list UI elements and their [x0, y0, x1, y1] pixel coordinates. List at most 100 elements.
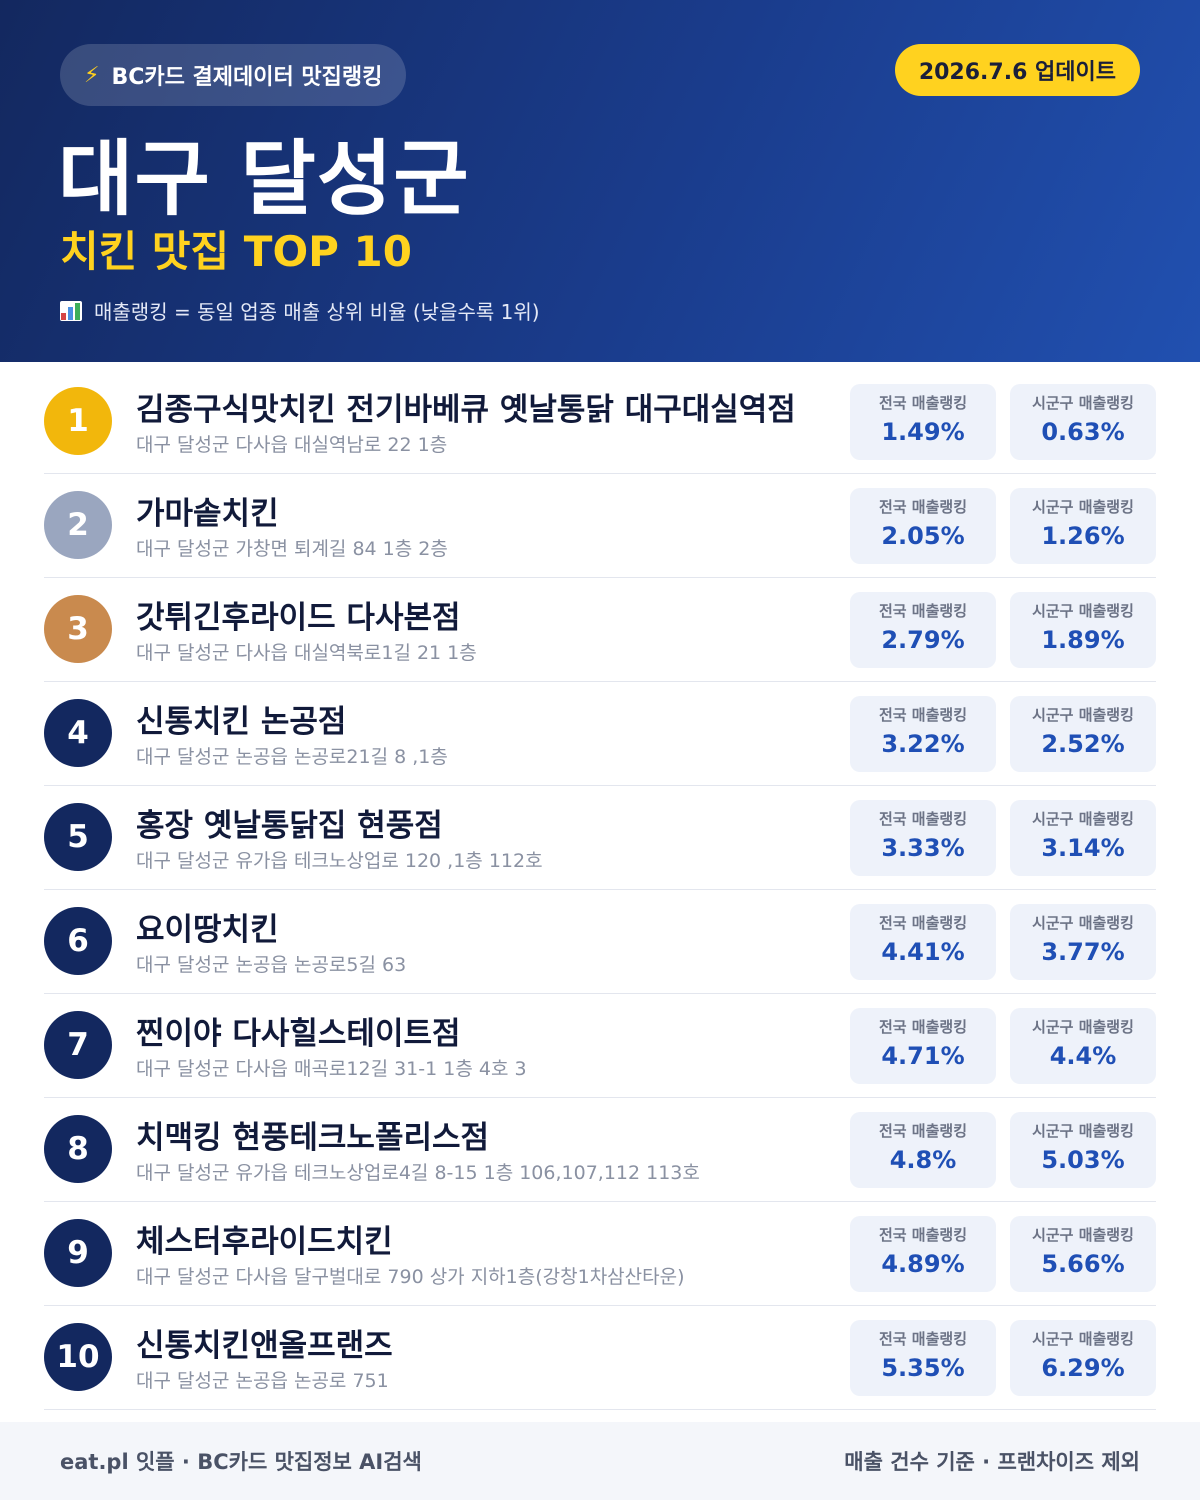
rank-badge: 1	[44, 387, 112, 455]
source-label: BC카드 결제데이터 맛집랭킹	[111, 65, 383, 90]
national-rank-label: 전국 매출랭킹	[878, 810, 968, 828]
restaurant-name[interactable]: 찐이야 다사힐스테이트점	[136, 1016, 461, 1052]
national-rank-card: 전국 매출랭킹 4.71%	[850, 1008, 996, 1084]
rank-badge: 6	[44, 907, 112, 975]
local-rank-value: 1.26%	[1041, 522, 1125, 550]
rank-badge: 9	[44, 1219, 112, 1287]
update-badge: 2026.7.6 업데이트	[894, 44, 1140, 96]
national-rank-label: 전국 매출랭킹	[878, 602, 968, 620]
local-rank-card: 시군구 매출랭킹 6.29%	[1010, 1320, 1156, 1396]
restaurant-address: 대구 달성군 다사읍 대실역남로 22 1층	[136, 434, 448, 456]
region-title: 대구 달성군	[58, 132, 470, 227]
national-rank-card: 전국 매출랭킹 3.33%	[850, 800, 996, 876]
rank-badge: 8	[44, 1115, 112, 1183]
ranking-legend-note: 매출랭킹 = 동일 업종 매출 상위 비율 (낮을수록 1위)	[60, 296, 540, 325]
local-rank-value: 2.52%	[1041, 730, 1125, 758]
national-rank-label: 전국 매출랭킹	[878, 1226, 968, 1244]
local-rank-value: 3.77%	[1041, 938, 1125, 966]
restaurant-name[interactable]: 체스터후라이드치킨	[136, 1224, 393, 1260]
local-rank-card: 시군구 매출랭킹 2.52%	[1010, 696, 1156, 772]
national-rank-card: 전국 매출랭킹 4.41%	[850, 904, 996, 980]
restaurant-name[interactable]: 가마솥치킨	[136, 496, 279, 532]
rank-badge: 4	[44, 699, 112, 767]
restaurant-address: 대구 달성군 다사읍 대실역북로1길 21 1층	[136, 642, 477, 664]
local-rank-card: 시군구 매출랭킹 1.26%	[1010, 488, 1156, 564]
national-rank-label: 전국 매출랭킹	[878, 394, 968, 412]
source-badge: ⚡ BC카드 결제데이터 맛집랭킹	[60, 44, 407, 106]
restaurant-address: 대구 달성군 논공읍 논공로21길 8 ,1층	[136, 746, 448, 768]
local-rank-value: 4.4%	[1049, 1042, 1117, 1070]
legend-text: 매출랭킹 = 동일 업종 매출 상위 비율 (낮을수록 1위)	[94, 300, 540, 324]
local-rank-card: 시군구 매출랭킹 4.4%	[1010, 1008, 1156, 1084]
national-rank-card: 전국 매출랭킹 1.49%	[850, 384, 996, 460]
restaurant-address: 대구 달성군 다사읍 달구벌대로 790 상가 지하1층(강창1차삼산타운)	[136, 1266, 685, 1288]
restaurant-address: 대구 달성군 다사읍 매곡로12길 31-1 1층 4호 3	[136, 1058, 527, 1080]
header-banner: ⚡ BC카드 결제데이터 맛집랭킹 2026.7.6 업데이트 대구 달성군 치…	[0, 0, 1200, 362]
local-rank-label: 시군구 매출랭킹	[1032, 602, 1134, 620]
restaurant-name[interactable]: 치맥킹 현풍테크노폴리스점	[136, 1120, 490, 1156]
national-rank-label: 전국 매출랭킹	[878, 1330, 968, 1348]
national-rank-card: 전국 매출랭킹 4.89%	[850, 1216, 996, 1292]
local-rank-card: 시군구 매출랭킹 3.14%	[1010, 800, 1156, 876]
national-rank-card: 전국 매출랭킹 2.05%	[850, 488, 996, 564]
national-rank-value: 3.33%	[881, 834, 965, 862]
local-rank-value: 3.14%	[1041, 834, 1125, 862]
national-rank-label: 전국 매출랭킹	[878, 498, 968, 516]
local-rank-label: 시군구 매출랭킹	[1032, 394, 1134, 412]
restaurant-name[interactable]: 김종구식맛치킨 전기바베큐 옛날통닭 대구대실역점	[136, 392, 796, 428]
category-title: 치킨 맛집 TOP 10	[60, 227, 413, 276]
national-rank-value: 5.35%	[881, 1354, 965, 1382]
local-rank-label: 시군구 매출랭킹	[1032, 498, 1134, 516]
footer-source: eat.pl 잇플 · BC카드 맛집정보 AI검색	[60, 1450, 422, 1474]
national-rank-label: 전국 매출랭킹	[878, 914, 968, 932]
restaurant-address: 대구 달성군 논공읍 논공로 751	[136, 1370, 389, 1392]
national-rank-value: 2.79%	[881, 626, 965, 654]
local-rank-value: 1.89%	[1041, 626, 1125, 654]
national-rank-value: 4.8%	[889, 1146, 957, 1174]
local-rank-card: 시군구 매출랭킹 3.77%	[1010, 904, 1156, 980]
rank-badge: 7	[44, 1011, 112, 1079]
list-item[interactable]: 5 홍장 옛날통닭집 현풍점 대구 달성군 유가읍 테크노상업로 120 ,1층 1…	[44, 786, 1156, 890]
rank-badge: 5	[44, 803, 112, 871]
local-rank-value: 5.03%	[1041, 1146, 1125, 1174]
national-rank-value: 2.05%	[881, 522, 965, 550]
restaurant-name[interactable]: 신통치킨앤올프랜즈	[136, 1328, 393, 1364]
rank-badge: 2	[44, 491, 112, 559]
rank-badge: 3	[44, 595, 112, 663]
national-rank-value: 4.71%	[881, 1042, 965, 1070]
local-rank-card: 시군구 매출랭킹 1.89%	[1010, 592, 1156, 668]
rank-badge: 10	[44, 1323, 112, 1391]
restaurant-address: 대구 달성군 가창면 퇴계길 84 1층 2층	[136, 538, 448, 560]
restaurant-name[interactable]: 갓튀긴후라이드 다사본점	[136, 600, 461, 636]
bar-chart-icon	[60, 300, 82, 321]
restaurant-address: 대구 달성군 유가읍 테크노상업로4길 8-15 1층 106,107,112 …	[136, 1162, 700, 1184]
restaurant-name[interactable]: 홍장 옛날통닭집 현풍점	[136, 808, 443, 844]
restaurant-address: 대구 달성군 논공읍 논공로5길 63	[136, 954, 407, 976]
national-rank-card: 전국 매출랭킹 4.8%	[850, 1112, 996, 1188]
restaurant-name[interactable]: 신통치킨 논공점	[136, 704, 347, 740]
footer: eat.pl 잇플 · BC카드 맛집정보 AI검색 매출 건수 기준 · 프랜…	[0, 1422, 1200, 1500]
footer-note: 매출 건수 기준 · 프랜차이즈 제외	[844, 1450, 1140, 1474]
local-rank-card: 시군구 매출랭킹 5.66%	[1010, 1216, 1156, 1292]
local-rank-card: 시군구 매출랭킹 5.03%	[1010, 1112, 1156, 1188]
lightning-bolt-icon: ⚡	[84, 62, 100, 88]
local-rank-value: 5.66%	[1041, 1250, 1125, 1278]
national-rank-card: 전국 매출랭킹 2.79%	[850, 592, 996, 668]
local-rank-label: 시군구 매출랭킹	[1032, 914, 1134, 932]
local-rank-value: 6.29%	[1041, 1354, 1125, 1382]
national-rank-value: 4.41%	[881, 938, 965, 966]
national-rank-card: 전국 매출랭킹 5.35%	[850, 1320, 996, 1396]
restaurant-name[interactable]: 요이땅치킨	[136, 912, 279, 948]
national-rank-card: 전국 매출랭킹 3.22%	[850, 696, 996, 772]
national-rank-label: 전국 매출랭킹	[878, 1122, 968, 1140]
